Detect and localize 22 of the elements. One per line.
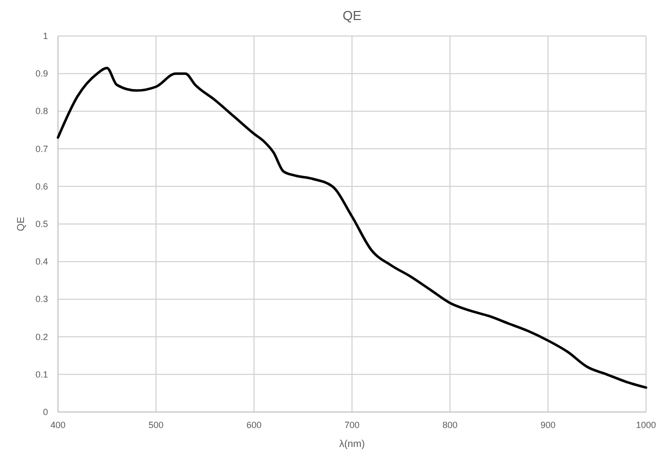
line-series (56, 66, 648, 389)
y-axis-title: QE (16, 216, 27, 232)
y-tick-label: 0.4 (35, 256, 48, 267)
x-tick-label: 400 (50, 420, 66, 430)
x-tick-label: 500 (148, 420, 164, 430)
x-tick-label: 800 (442, 420, 458, 430)
y-tick-label: 0.8 (35, 106, 48, 116)
y-tick-label: 0.7 (35, 144, 48, 154)
y-tick-label: 0 (42, 407, 48, 417)
y-tick-label: 0.9 (35, 68, 48, 79)
y-tick-label: 1 (42, 31, 48, 41)
x-tick-label: 700 (344, 420, 360, 430)
x-tick-label: 1000 (636, 420, 656, 430)
chart-title: QE (342, 8, 362, 23)
x-axis-title: λ(nm) (339, 439, 365, 450)
y-tick-label: 0.6 (35, 181, 48, 192)
y-tick-label: 0.3 (35, 294, 48, 304)
y-tick-label: 0.2 (35, 332, 48, 342)
y-tick-label: 0.1 (35, 369, 48, 380)
y-tick-label: 0.5 (35, 219, 48, 229)
x-tick-label: 600 (246, 420, 262, 430)
x-tick-label: 900 (540, 420, 556, 430)
